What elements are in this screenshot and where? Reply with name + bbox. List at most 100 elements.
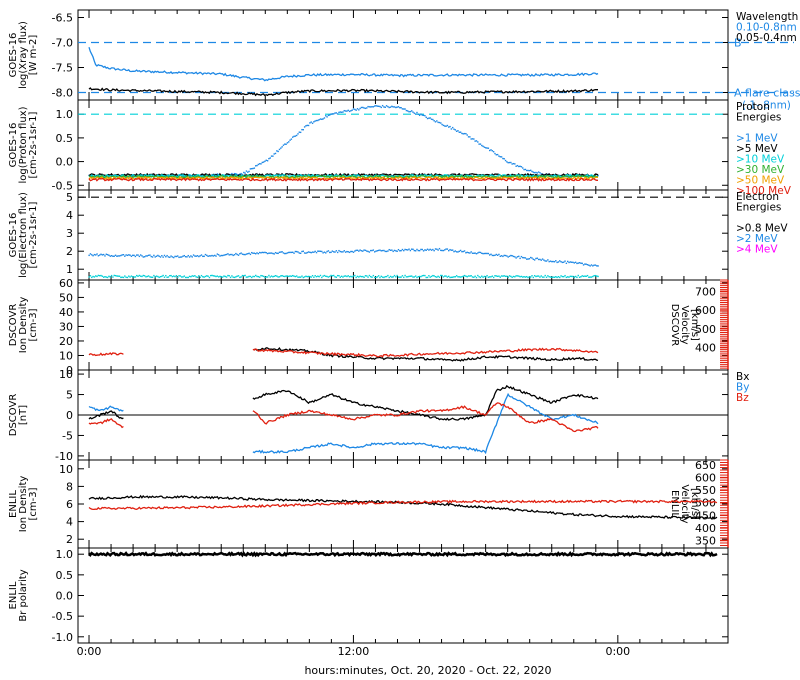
data-point: [188, 256, 191, 258]
data-point: [404, 108, 406, 110]
data-point: [478, 276, 480, 278]
data-point: [354, 274, 356, 277]
data-point: [466, 276, 468, 278]
data-point: [477, 274, 479, 277]
data-point: [540, 275, 542, 277]
data-point: [301, 250, 303, 253]
data-point: [155, 275, 158, 277]
data-point: [479, 143, 482, 145]
series-0-05-0-4nm: [88, 87, 598, 97]
data-point: [273, 275, 275, 278]
data-point: [162, 256, 164, 258]
right-tick-label: 700: [695, 285, 716, 298]
data-point: [511, 276, 513, 279]
data-point: [145, 255, 147, 257]
series--30-mev: [88, 174, 599, 179]
data-point: [416, 111, 418, 114]
data-point: [254, 253, 257, 255]
data-point: [200, 274, 203, 277]
data-point: [356, 108, 359, 110]
data-point: [292, 251, 294, 254]
data-point: [228, 254, 230, 256]
data-point: [219, 255, 221, 257]
data-point: [482, 252, 484, 255]
data-point: [182, 276, 184, 278]
data-point: [539, 171, 541, 174]
data-point: [224, 254, 226, 256]
data-point: [301, 128, 303, 131]
y-tick-label: 5: [66, 389, 73, 402]
data-point: [556, 276, 558, 279]
data-point: [347, 109, 349, 112]
data-point: [451, 249, 454, 251]
data-point: [399, 106, 401, 109]
threshold-label: A flare class: [734, 87, 800, 100]
data-point: [277, 252, 279, 255]
data-point: [322, 275, 324, 277]
data-point: [114, 254, 117, 256]
data-point: [243, 171, 245, 174]
data-point: [241, 253, 244, 255]
data-point: [400, 276, 402, 278]
data-point: [527, 169, 529, 172]
data-point: [208, 255, 211, 257]
data-point: [130, 255, 133, 257]
right-axis-label: [km/s]: [689, 309, 700, 341]
data-point: [202, 276, 204, 278]
data-point: [429, 117, 431, 119]
data-point: [520, 166, 523, 168]
data-point: [434, 248, 437, 250]
panel-frame: [77, 9, 729, 101]
data-point: [522, 276, 524, 278]
data-point: [294, 250, 297, 253]
y-tick-label: 10: [59, 463, 73, 476]
data-point: [330, 274, 332, 277]
data-point: [522, 256, 524, 259]
data-point: [576, 276, 578, 279]
data-point: [307, 124, 310, 127]
y-tick-label: 4: [66, 209, 73, 222]
data-point: [229, 276, 232, 279]
data-point: [117, 275, 119, 277]
data-point: [380, 106, 382, 109]
data-point: [569, 261, 572, 263]
data-point: [478, 143, 480, 145]
data-point: [356, 275, 359, 278]
data-point: [548, 276, 550, 278]
data-point: [186, 276, 188, 279]
x-axis-label: hours:minutes, Oct. 20, 2020 - Oct. 22, …: [304, 664, 551, 677]
panel-frame: [77, 459, 729, 549]
data-point: [217, 254, 220, 256]
data-point: [173, 275, 175, 277]
data-point: [215, 255, 217, 257]
data-point: [318, 275, 320, 278]
data-point: [166, 254, 168, 257]
data-point: [256, 275, 258, 278]
data-point: [537, 258, 540, 261]
data-point: [445, 125, 447, 127]
data-point: [392, 106, 394, 108]
data-point: [167, 256, 170, 258]
panel-ylabel: log(Proton flux): [18, 106, 29, 183]
data-point: [448, 249, 450, 252]
data-point: [523, 275, 525, 278]
data-point: [430, 118, 433, 120]
data-point: [352, 275, 355, 277]
data-point: [469, 252, 471, 254]
right-axis-label: Velocity: [679, 484, 690, 523]
data-point: [192, 275, 195, 277]
data-point: [384, 106, 386, 109]
data-point: [473, 138, 475, 140]
data-point: [91, 254, 93, 256]
data-point: [139, 254, 142, 256]
data-point: [105, 276, 108, 278]
y-tick-label: 6: [66, 498, 73, 511]
data-point: [368, 274, 371, 277]
data-point: [141, 255, 143, 257]
data-point: [247, 171, 249, 173]
data-point: [187, 276, 189, 279]
data-point: [399, 276, 401, 278]
data-point: [336, 113, 339, 115]
panel-ylabel: Ion Density: [18, 476, 29, 533]
